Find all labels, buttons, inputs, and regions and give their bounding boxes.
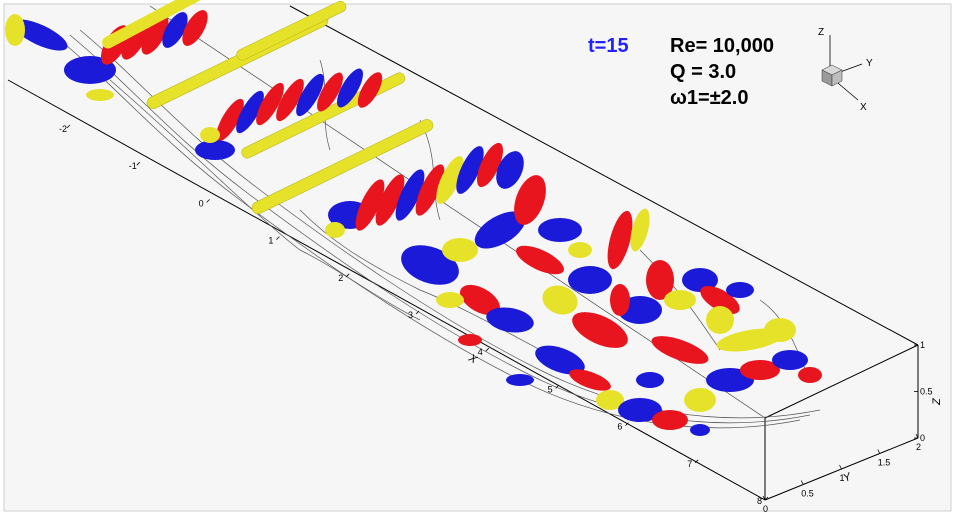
time-label: t=15 [588, 35, 629, 57]
plot-frame [3, 3, 952, 512]
vortex-cluster-upstream [5, 0, 254, 101]
y-axis: 0 0.5 1 1.5 2 Y [762, 433, 921, 514]
x-tick-mark [66, 124, 71, 129]
x-tick-mark [345, 273, 350, 278]
y-tick-mark [839, 464, 842, 470]
x-tick-mark [415, 310, 420, 315]
x-tick-mark [136, 161, 141, 166]
z-tick-label: 0 [920, 433, 925, 443]
y-tick-mark [915, 433, 919, 439]
y-tick-label: 0.5 [801, 489, 814, 499]
x-tick-label: 4 [478, 347, 483, 357]
x-tick-label: 0 [199, 198, 204, 208]
z-tick-label: 1 [920, 340, 925, 350]
y-tick-mark [800, 480, 804, 485]
x-tick-mark [206, 199, 210, 203]
domain-box [7, 5, 919, 501]
vortex-cluster-third [325, 142, 524, 238]
x-tick-mark [555, 385, 559, 389]
vortex-cluster-mid [195, 68, 383, 160]
y-tick-label: 1 [840, 473, 845, 483]
z-tick-label: 0.5 [920, 387, 933, 397]
vortex-cluster-turbulent [401, 175, 822, 436]
x-tick-mark [485, 347, 490, 352]
y-axis-title: Y [842, 471, 854, 485]
y-tick-mark [877, 449, 881, 454]
y-tick-label: 0 [763, 504, 768, 514]
x-tick-label: 2 [338, 273, 343, 283]
axis-triad: Z Y X [818, 27, 873, 113]
y-tick-mark [762, 495, 766, 501]
x-tick-mark [625, 422, 629, 426]
triad-cube-icon [821, 64, 843, 87]
x-tick-label: 1 [268, 236, 273, 246]
z-axis: 0 0.5 1 Z [914, 340, 943, 443]
triad-x-label: X [860, 102, 867, 113]
z-axis-title: Z [931, 397, 943, 406]
x-tick-label: 3 [408, 310, 413, 320]
triad-y-label: Y [866, 58, 873, 69]
x-tick-label: -1 [129, 161, 137, 171]
x-tick-label: -2 [59, 124, 67, 134]
x-tick-mark [764, 496, 769, 501]
param-re: Re= 10,000 [670, 35, 774, 57]
y-tick-label: 1.5 [878, 458, 891, 468]
triad-z-label: Z [818, 27, 824, 38]
y-tick-label: 2 [916, 442, 921, 452]
x-tick-label: 8 [757, 496, 762, 506]
x-tick-label: 6 [617, 422, 622, 432]
param-omega: ω1=±2.0 [670, 87, 748, 109]
x-tick-mark [276, 236, 280, 240]
x-tick-label: 5 [548, 384, 553, 394]
param-q: Q = 3.0 [670, 61, 736, 83]
x-tick-mark [694, 459, 699, 464]
x-tick-label: 7 [687, 459, 692, 469]
